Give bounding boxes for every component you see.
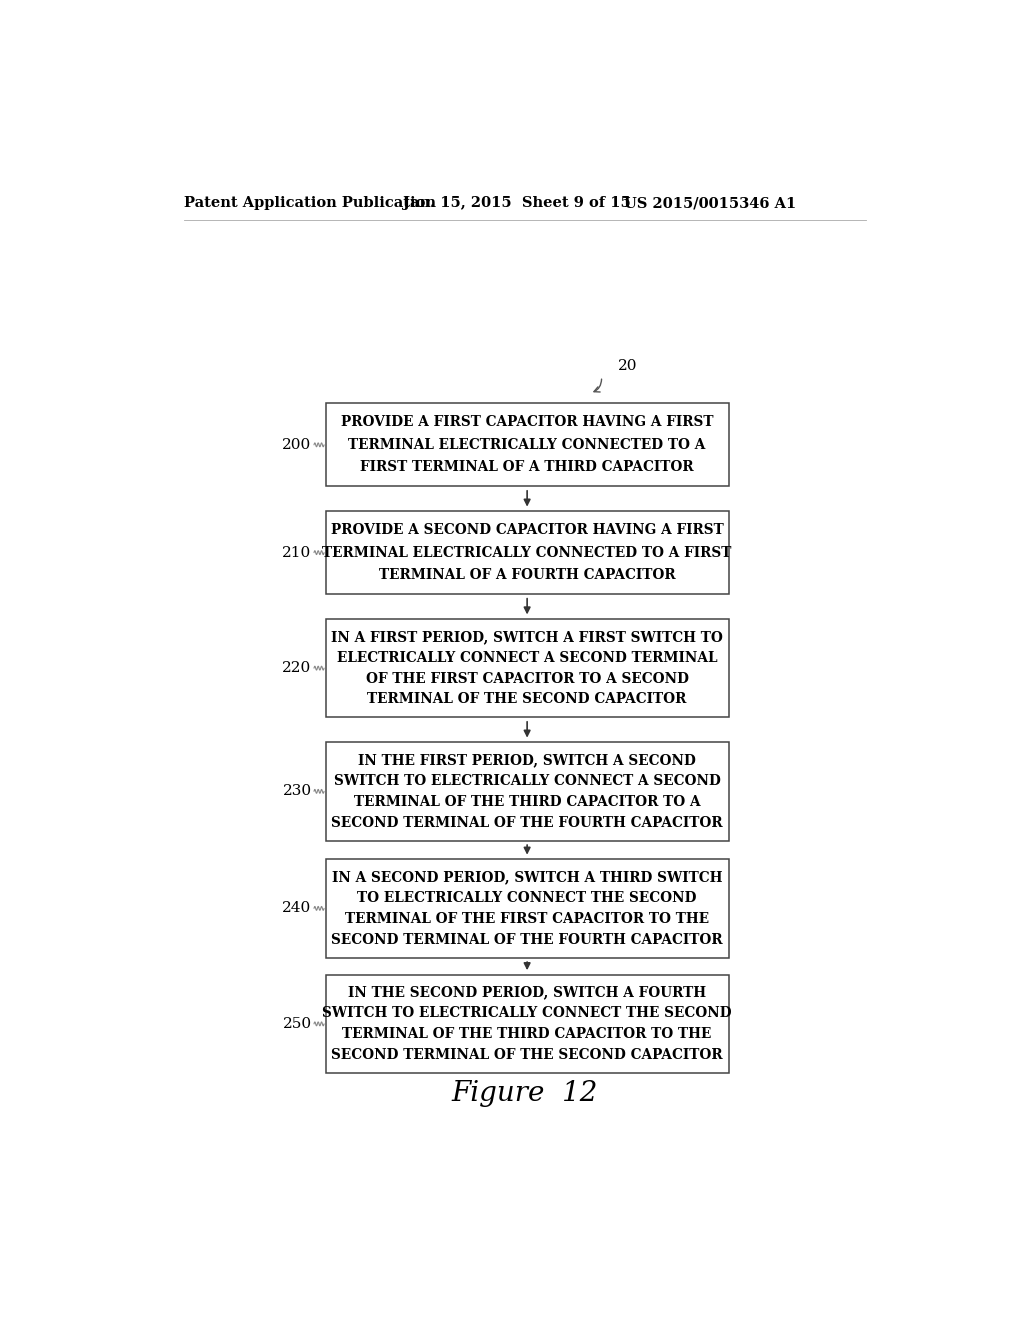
- Bar: [326, 974, 729, 1073]
- Text: TO ELECTRICALLY CONNECT THE SECOND: TO ELECTRICALLY CONNECT THE SECOND: [357, 891, 697, 906]
- Text: FIRST TERMINAL OF A THIRD CAPACITOR: FIRST TERMINAL OF A THIRD CAPACITOR: [360, 461, 694, 474]
- Text: US 2015/0015346 A1: US 2015/0015346 A1: [624, 197, 797, 210]
- Text: OF THE FIRST CAPACITOR TO A SECOND: OF THE FIRST CAPACITOR TO A SECOND: [366, 672, 688, 685]
- Bar: [326, 404, 729, 487]
- Text: IN THE FIRST PERIOD, SWITCH A SECOND: IN THE FIRST PERIOD, SWITCH A SECOND: [358, 754, 696, 767]
- Text: PROVIDE A SECOND CAPACITOR HAVING A FIRST: PROVIDE A SECOND CAPACITOR HAVING A FIRS…: [331, 523, 724, 537]
- Text: SECOND TERMINAL OF THE FOURTH CAPACITOR: SECOND TERMINAL OF THE FOURTH CAPACITOR: [332, 816, 723, 829]
- Text: SWITCH TO ELECTRICALLY CONNECT THE SECOND: SWITCH TO ELECTRICALLY CONNECT THE SECON…: [323, 1006, 732, 1020]
- Text: ELECTRICALLY CONNECT A SECOND TERMINAL: ELECTRICALLY CONNECT A SECOND TERMINAL: [337, 651, 718, 665]
- Text: 230: 230: [283, 784, 311, 799]
- Text: TERMINAL OF THE SECOND CAPACITOR: TERMINAL OF THE SECOND CAPACITOR: [368, 692, 687, 706]
- Text: TERMINAL ELECTRICALLY CONNECTED TO A: TERMINAL ELECTRICALLY CONNECTED TO A: [348, 438, 706, 451]
- Text: SWITCH TO ELECTRICALLY CONNECT A SECOND: SWITCH TO ELECTRICALLY CONNECT A SECOND: [334, 774, 721, 788]
- Text: 200: 200: [283, 438, 311, 451]
- Bar: [326, 742, 729, 841]
- Text: TERMINAL OF A FOURTH CAPACITOR: TERMINAL OF A FOURTH CAPACITOR: [379, 568, 676, 582]
- Text: 220: 220: [283, 661, 311, 675]
- Text: IN A SECOND PERIOD, SWITCH A THIRD SWITCH: IN A SECOND PERIOD, SWITCH A THIRD SWITC…: [332, 870, 722, 884]
- Bar: [326, 859, 729, 958]
- Text: 20: 20: [617, 359, 637, 374]
- Text: IN A FIRST PERIOD, SWITCH A FIRST SWITCH TO: IN A FIRST PERIOD, SWITCH A FIRST SWITCH…: [331, 630, 723, 644]
- Text: PROVIDE A FIRST CAPACITOR HAVING A FIRST: PROVIDE A FIRST CAPACITOR HAVING A FIRST: [341, 416, 714, 429]
- Text: 250: 250: [283, 1016, 311, 1031]
- Text: TERMINAL OF THE THIRD CAPACITOR TO A: TERMINAL OF THE THIRD CAPACITOR TO A: [354, 795, 700, 809]
- Text: Patent Application Publication: Patent Application Publication: [183, 197, 436, 210]
- Text: SECOND TERMINAL OF THE SECOND CAPACITOR: SECOND TERMINAL OF THE SECOND CAPACITOR: [332, 1048, 723, 1063]
- Text: 210: 210: [283, 545, 311, 560]
- Text: 240: 240: [283, 902, 311, 915]
- Text: Figure  12: Figure 12: [452, 1081, 598, 1107]
- Bar: [326, 511, 729, 594]
- Bar: [326, 619, 729, 718]
- Text: TERMINAL ELECTRICALLY CONNECTED TO A FIRST: TERMINAL ELECTRICALLY CONNECTED TO A FIR…: [323, 545, 732, 560]
- Text: Jan. 15, 2015  Sheet 9 of 15: Jan. 15, 2015 Sheet 9 of 15: [403, 197, 631, 210]
- Text: TERMINAL OF THE FIRST CAPACITOR TO THE: TERMINAL OF THE FIRST CAPACITOR TO THE: [345, 912, 710, 925]
- Text: IN THE SECOND PERIOD, SWITCH A FOURTH: IN THE SECOND PERIOD, SWITCH A FOURTH: [348, 986, 707, 999]
- Text: TERMINAL OF THE THIRD CAPACITOR TO THE: TERMINAL OF THE THIRD CAPACITOR TO THE: [342, 1027, 712, 1041]
- Text: SECOND TERMINAL OF THE FOURTH CAPACITOR: SECOND TERMINAL OF THE FOURTH CAPACITOR: [332, 932, 723, 946]
